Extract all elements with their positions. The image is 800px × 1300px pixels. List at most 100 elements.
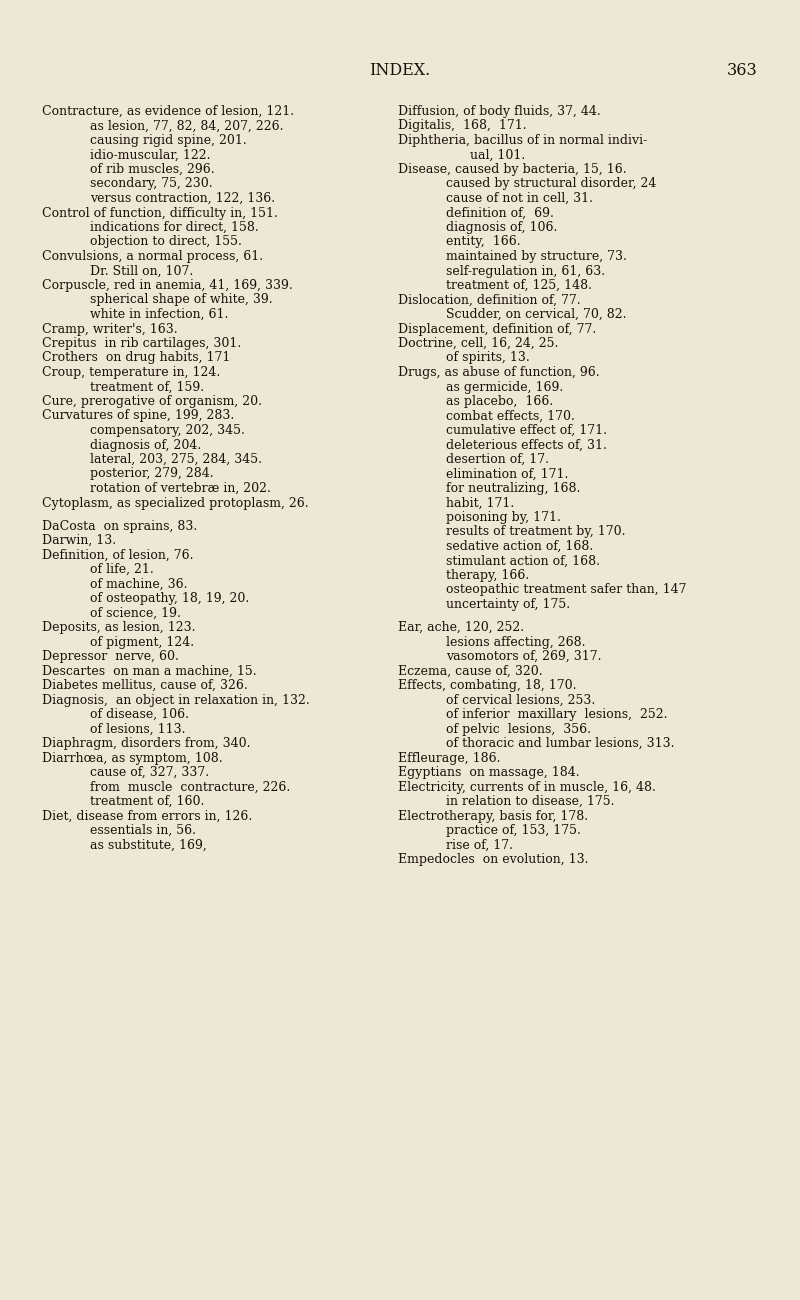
Text: Effleurage, 186.: Effleurage, 186. xyxy=(398,751,501,764)
Text: Displacement, definition of, 77.: Displacement, definition of, 77. xyxy=(398,322,596,335)
Text: Deposits, as lesion, 123.: Deposits, as lesion, 123. xyxy=(42,621,195,634)
Text: stimulant action of, 168.: stimulant action of, 168. xyxy=(446,555,600,568)
Text: in relation to disease, 175.: in relation to disease, 175. xyxy=(446,796,614,809)
Text: cause of not in cell, 31.: cause of not in cell, 31. xyxy=(446,192,593,205)
Text: of pigment, 124.: of pigment, 124. xyxy=(90,636,194,649)
Text: Egyptians  on massage, 184.: Egyptians on massage, 184. xyxy=(398,766,580,779)
Text: lateral, 203, 275, 284, 345.: lateral, 203, 275, 284, 345. xyxy=(90,452,262,465)
Text: of lesions, 113.: of lesions, 113. xyxy=(90,723,186,736)
Text: Dr. Still on, 107.: Dr. Still on, 107. xyxy=(90,264,194,277)
Text: results of treatment by, 170.: results of treatment by, 170. xyxy=(446,525,626,538)
Text: 363: 363 xyxy=(727,62,758,79)
Text: Depressor  nerve, 60.: Depressor nerve, 60. xyxy=(42,650,179,663)
Text: of inferior  maxillary  lesions,  252.: of inferior maxillary lesions, 252. xyxy=(446,708,667,722)
Text: osteopathic treatment safer than, 147: osteopathic treatment safer than, 147 xyxy=(446,584,686,597)
Text: of spirits, 13.: of spirits, 13. xyxy=(446,351,530,364)
Text: Contracture, as evidence of lesion, 121.: Contracture, as evidence of lesion, 121. xyxy=(42,105,294,118)
Text: as substitute, 169,: as substitute, 169, xyxy=(90,838,206,852)
Text: as placebo,  166.: as placebo, 166. xyxy=(446,395,554,408)
Text: Electricity, currents of in muscle, 16, 48.: Electricity, currents of in muscle, 16, … xyxy=(398,781,656,794)
Text: Cure, prerogative of organism, 20.: Cure, prerogative of organism, 20. xyxy=(42,395,262,408)
Text: of machine, 36.: of machine, 36. xyxy=(90,577,187,590)
Text: Crothers  on drug habits, 171: Crothers on drug habits, 171 xyxy=(42,351,230,364)
Text: Doctrine, cell, 16, 24, 25.: Doctrine, cell, 16, 24, 25. xyxy=(398,337,558,350)
Text: objection to direct, 155.: objection to direct, 155. xyxy=(90,235,242,248)
Text: compensatory, 202, 345.: compensatory, 202, 345. xyxy=(90,424,245,437)
Text: causing rigid spine, 201.: causing rigid spine, 201. xyxy=(90,134,246,147)
Text: as lesion, 77, 82, 84, 207, 226.: as lesion, 77, 82, 84, 207, 226. xyxy=(90,120,283,133)
Text: Drugs, as abuse of function, 96.: Drugs, as abuse of function, 96. xyxy=(398,367,600,380)
Text: Disease, caused by bacteria, 15, 16.: Disease, caused by bacteria, 15, 16. xyxy=(398,162,626,176)
Text: Electrotherapy, basis for, 178.: Electrotherapy, basis for, 178. xyxy=(398,810,588,823)
Text: idio-muscular, 122.: idio-muscular, 122. xyxy=(90,148,210,161)
Text: Empedocles  on evolution, 13.: Empedocles on evolution, 13. xyxy=(398,853,589,866)
Text: self-regulation in, 61, 63.: self-regulation in, 61, 63. xyxy=(446,264,605,277)
Text: of osteopathy, 18, 19, 20.: of osteopathy, 18, 19, 20. xyxy=(90,593,250,606)
Text: combat effects, 170.: combat effects, 170. xyxy=(446,410,575,422)
Text: Diaphragm, disorders from, 340.: Diaphragm, disorders from, 340. xyxy=(42,737,250,750)
Text: cumulative effect of, 171.: cumulative effect of, 171. xyxy=(446,424,607,437)
Text: white in infection, 61.: white in infection, 61. xyxy=(90,308,228,321)
Text: Diagnosis,  an object in relaxation in, 132.: Diagnosis, an object in relaxation in, 1… xyxy=(42,694,310,707)
Text: secondary, 75, 230.: secondary, 75, 230. xyxy=(90,178,213,191)
Text: posterior, 279, 284.: posterior, 279, 284. xyxy=(90,468,214,481)
Text: indications for direct, 158.: indications for direct, 158. xyxy=(90,221,258,234)
Text: Diet, disease from errors in, 126.: Diet, disease from errors in, 126. xyxy=(42,810,252,823)
Text: rotation of vertebræ in, 202.: rotation of vertebræ in, 202. xyxy=(90,482,271,495)
Text: desertion of, 17.: desertion of, 17. xyxy=(446,452,549,465)
Text: Cramp, writer's, 163.: Cramp, writer's, 163. xyxy=(42,322,178,335)
Text: Croup, temperature in, 124.: Croup, temperature in, 124. xyxy=(42,367,220,380)
Text: sedative action of, 168.: sedative action of, 168. xyxy=(446,540,594,552)
Text: poisoning by, 171.: poisoning by, 171. xyxy=(446,511,561,524)
Text: of disease, 106.: of disease, 106. xyxy=(90,708,189,722)
Text: DaCosta  on sprains, 83.: DaCosta on sprains, 83. xyxy=(42,520,198,533)
Text: treatment of, 160.: treatment of, 160. xyxy=(90,796,204,809)
Text: practice of, 153, 175.: practice of, 153, 175. xyxy=(446,824,581,837)
Text: ual, 101.: ual, 101. xyxy=(470,148,526,161)
Text: versus contraction, 122, 136.: versus contraction, 122, 136. xyxy=(90,192,275,205)
Text: Diffusion, of body fluids, 37, 44.: Diffusion, of body fluids, 37, 44. xyxy=(398,105,601,118)
Text: for neutralizing, 168.: for neutralizing, 168. xyxy=(446,482,580,495)
Text: diagnosis of, 204.: diagnosis of, 204. xyxy=(90,438,202,451)
Text: Curvatures of spine, 199, 283.: Curvatures of spine, 199, 283. xyxy=(42,410,234,422)
Text: deleterious effects of, 31.: deleterious effects of, 31. xyxy=(446,438,607,451)
Text: Corpuscle, red in anemia, 41, 169, 339.: Corpuscle, red in anemia, 41, 169, 339. xyxy=(42,280,293,292)
Text: treatment of, 125, 148.: treatment of, 125, 148. xyxy=(446,280,592,292)
Text: Diarrhœa, as symptom, 108.: Diarrhœa, as symptom, 108. xyxy=(42,751,222,764)
Text: definition of,  69.: definition of, 69. xyxy=(446,207,554,220)
Text: Cytoplasm, as specialized protoplasm, 26.: Cytoplasm, as specialized protoplasm, 26… xyxy=(42,497,309,510)
Text: Dislocation, definition of, 77.: Dislocation, definition of, 77. xyxy=(398,294,581,307)
Text: Digitalis,  168,  171.: Digitalis, 168, 171. xyxy=(398,120,526,133)
Text: vasomotors of, 269, 317.: vasomotors of, 269, 317. xyxy=(446,650,602,663)
Text: spherical shape of white, 39.: spherical shape of white, 39. xyxy=(90,294,273,307)
Text: as germicide, 169.: as germicide, 169. xyxy=(446,381,563,394)
Text: of science, 19.: of science, 19. xyxy=(90,607,181,620)
Text: Descartes  on man a machine, 15.: Descartes on man a machine, 15. xyxy=(42,664,257,677)
Text: treatment of, 159.: treatment of, 159. xyxy=(90,381,204,394)
Text: entity,  166.: entity, 166. xyxy=(446,235,521,248)
Text: rise of, 17.: rise of, 17. xyxy=(446,838,513,852)
Text: Crepitus  in rib cartilages, 301.: Crepitus in rib cartilages, 301. xyxy=(42,337,242,350)
Text: elimination of, 171.: elimination of, 171. xyxy=(446,468,568,481)
Text: Ear, ache, 120, 252.: Ear, ache, 120, 252. xyxy=(398,621,524,634)
Text: lesions affecting, 268.: lesions affecting, 268. xyxy=(446,636,586,649)
Text: INDEX.: INDEX. xyxy=(370,62,430,79)
Text: uncertainty of, 175.: uncertainty of, 175. xyxy=(446,598,570,611)
Text: of cervical lesions, 253.: of cervical lesions, 253. xyxy=(446,694,595,707)
Text: diagnosis of, 106.: diagnosis of, 106. xyxy=(446,221,558,234)
Text: Diphtheria, bacillus of in normal indivi-: Diphtheria, bacillus of in normal indivi… xyxy=(398,134,647,147)
Text: of pelvic  lesions,  356.: of pelvic lesions, 356. xyxy=(446,723,591,736)
Text: habit, 171.: habit, 171. xyxy=(446,497,514,510)
Text: Eczema, cause of, 320.: Eczema, cause of, 320. xyxy=(398,664,542,677)
Text: Diabetes mellitus, cause of, 326.: Diabetes mellitus, cause of, 326. xyxy=(42,679,248,692)
Text: of thoracic and lumbar lesions, 313.: of thoracic and lumbar lesions, 313. xyxy=(446,737,674,750)
Text: Control of function, difficulty in, 151.: Control of function, difficulty in, 151. xyxy=(42,207,278,220)
Text: maintained by structure, 73.: maintained by structure, 73. xyxy=(446,250,627,263)
Text: of rib muscles, 296.: of rib muscles, 296. xyxy=(90,162,214,176)
Text: Darwin, 13.: Darwin, 13. xyxy=(42,534,116,547)
Text: caused by structural disorder, 24: caused by structural disorder, 24 xyxy=(446,178,656,191)
Text: of life, 21.: of life, 21. xyxy=(90,563,154,576)
Text: therapy, 166.: therapy, 166. xyxy=(446,569,530,582)
Text: Definition, of lesion, 76.: Definition, of lesion, 76. xyxy=(42,549,194,562)
Text: cause of, 327, 337.: cause of, 327, 337. xyxy=(90,766,209,779)
